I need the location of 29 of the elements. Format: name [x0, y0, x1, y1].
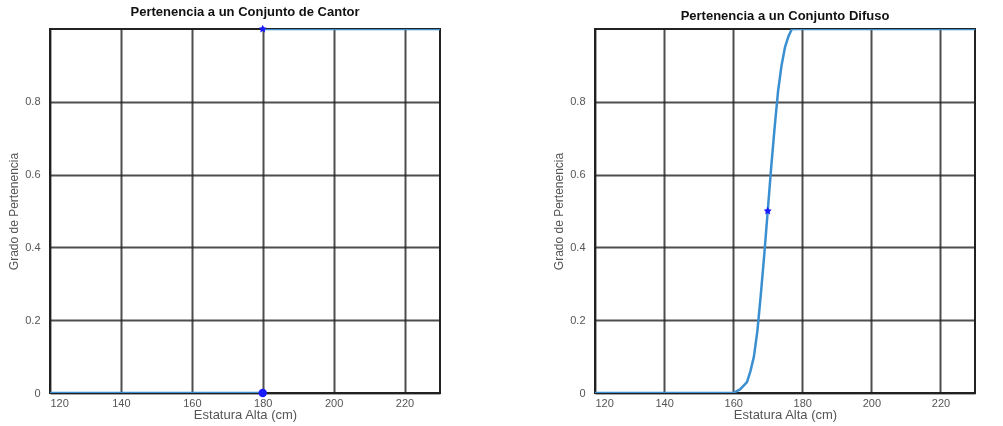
- y-tick-label: 0.8: [25, 95, 41, 108]
- x-tick-label: 180: [254, 396, 273, 409]
- y-axis-title: Grado de Pertenencia: [552, 152, 567, 271]
- x-tick-label: 220: [395, 396, 415, 409]
- chart-title: Pertenencia a un Conjunto Difuso: [680, 8, 890, 23]
- x-tick-label: 160: [183, 396, 202, 409]
- y-tick-label: 0.4: [25, 240, 41, 253]
- y-tick-label: 0.2: [25, 313, 41, 326]
- x-tick-label: 200: [862, 396, 882, 409]
- x-tick-label: 140: [655, 396, 674, 409]
- y-tick-label: 0: [579, 386, 586, 399]
- x-tick-label: 140: [112, 396, 131, 409]
- y-tick-label: 0.6: [25, 168, 41, 181]
- x-tick-label: 120: [595, 396, 614, 409]
- y-tick-label: 0.8: [570, 95, 586, 108]
- y-tick-label: 0.6: [570, 168, 586, 181]
- x-tick-label: 200: [324, 396, 344, 409]
- y-tick-label: 0.4: [570, 240, 586, 253]
- x-tick-label: 180: [793, 396, 812, 409]
- y-axis-title: Grado de Pertenencia: [7, 152, 22, 271]
- x-tick-label: 120: [50, 396, 69, 409]
- x-tick-label: 160: [724, 396, 743, 409]
- y-tick-label: 0: [34, 386, 41, 399]
- y-tick-label: 0.2: [570, 313, 586, 326]
- line-series: [595, 29, 975, 393]
- x-axis-title: Estatura Alta (cm): [193, 406, 298, 422]
- chart-title: Pertenencia a un Conjunto de Cantor: [130, 3, 360, 19]
- x-tick-label: 220: [931, 396, 951, 409]
- x-axis-title: Estatura Alta (cm): [733, 406, 838, 422]
